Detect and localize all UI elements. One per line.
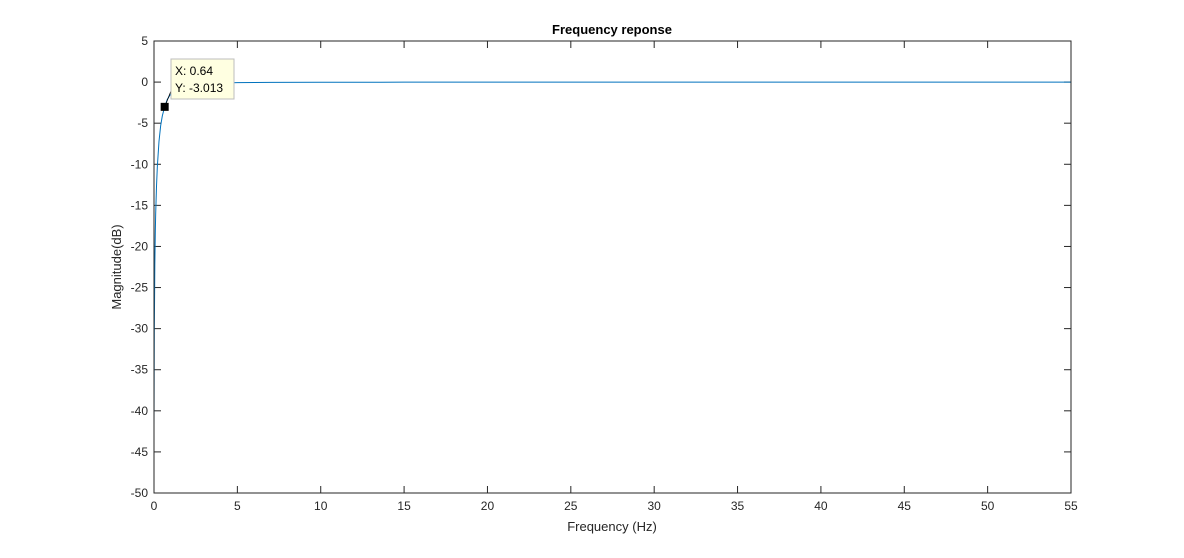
data-tip-marker[interactable] (160, 102, 169, 111)
x-tick-label: 50 (981, 499, 995, 513)
y-tick-label: 0 (141, 75, 148, 89)
y-tick-label: -45 (131, 445, 149, 459)
x-tick-label: 40 (814, 499, 828, 513)
data-tip[interactable]: X: 0.64 Y: -3.013 (160, 58, 235, 111)
y-tick-label: -20 (131, 239, 149, 253)
data-tip-x-text: X: 0.64 (175, 64, 213, 78)
x-tick-label: 25 (564, 499, 578, 513)
x-tick-label: 45 (898, 499, 912, 513)
x-axis-label: Frequency (Hz) (567, 519, 657, 534)
x-tick-label: 35 (731, 499, 745, 513)
y-tick-label: -25 (131, 281, 149, 295)
x-tick-label: 20 (481, 499, 495, 513)
y-tick-label: 5 (141, 34, 148, 48)
y-tick-label: -40 (131, 404, 149, 418)
chart-title: Frequency reponse (552, 22, 672, 37)
x-tick-label: 0 (151, 499, 158, 513)
y-tick-label: -30 (131, 322, 149, 336)
y-tick-label: -10 (131, 157, 149, 171)
x-tick-label: 15 (397, 499, 411, 513)
ticks-layer: 0 5 10 15 20 25 30 35 40 45 50 5550-5-10-15-20-25-3… (131, 34, 1078, 513)
axes-box (153, 40, 1072, 494)
axes-background (154, 41, 1071, 493)
data-tip-box[interactable] (170, 58, 235, 100)
x-tick-label: 30 (648, 499, 662, 513)
y-tick-label: -50 (131, 486, 149, 500)
y-tick-label: -35 (131, 363, 149, 377)
y-tick-label: -15 (131, 198, 149, 212)
data-tip-y-text: Y: -3.013 (175, 81, 223, 95)
x-tick-label: 5 (234, 499, 241, 513)
x-tick-label: 10 (314, 499, 328, 513)
x-tick-label: 55 (1064, 499, 1078, 513)
y-tick-label: -5 (137, 116, 148, 130)
y-axis-label: Magnitude(dB) (109, 224, 124, 309)
